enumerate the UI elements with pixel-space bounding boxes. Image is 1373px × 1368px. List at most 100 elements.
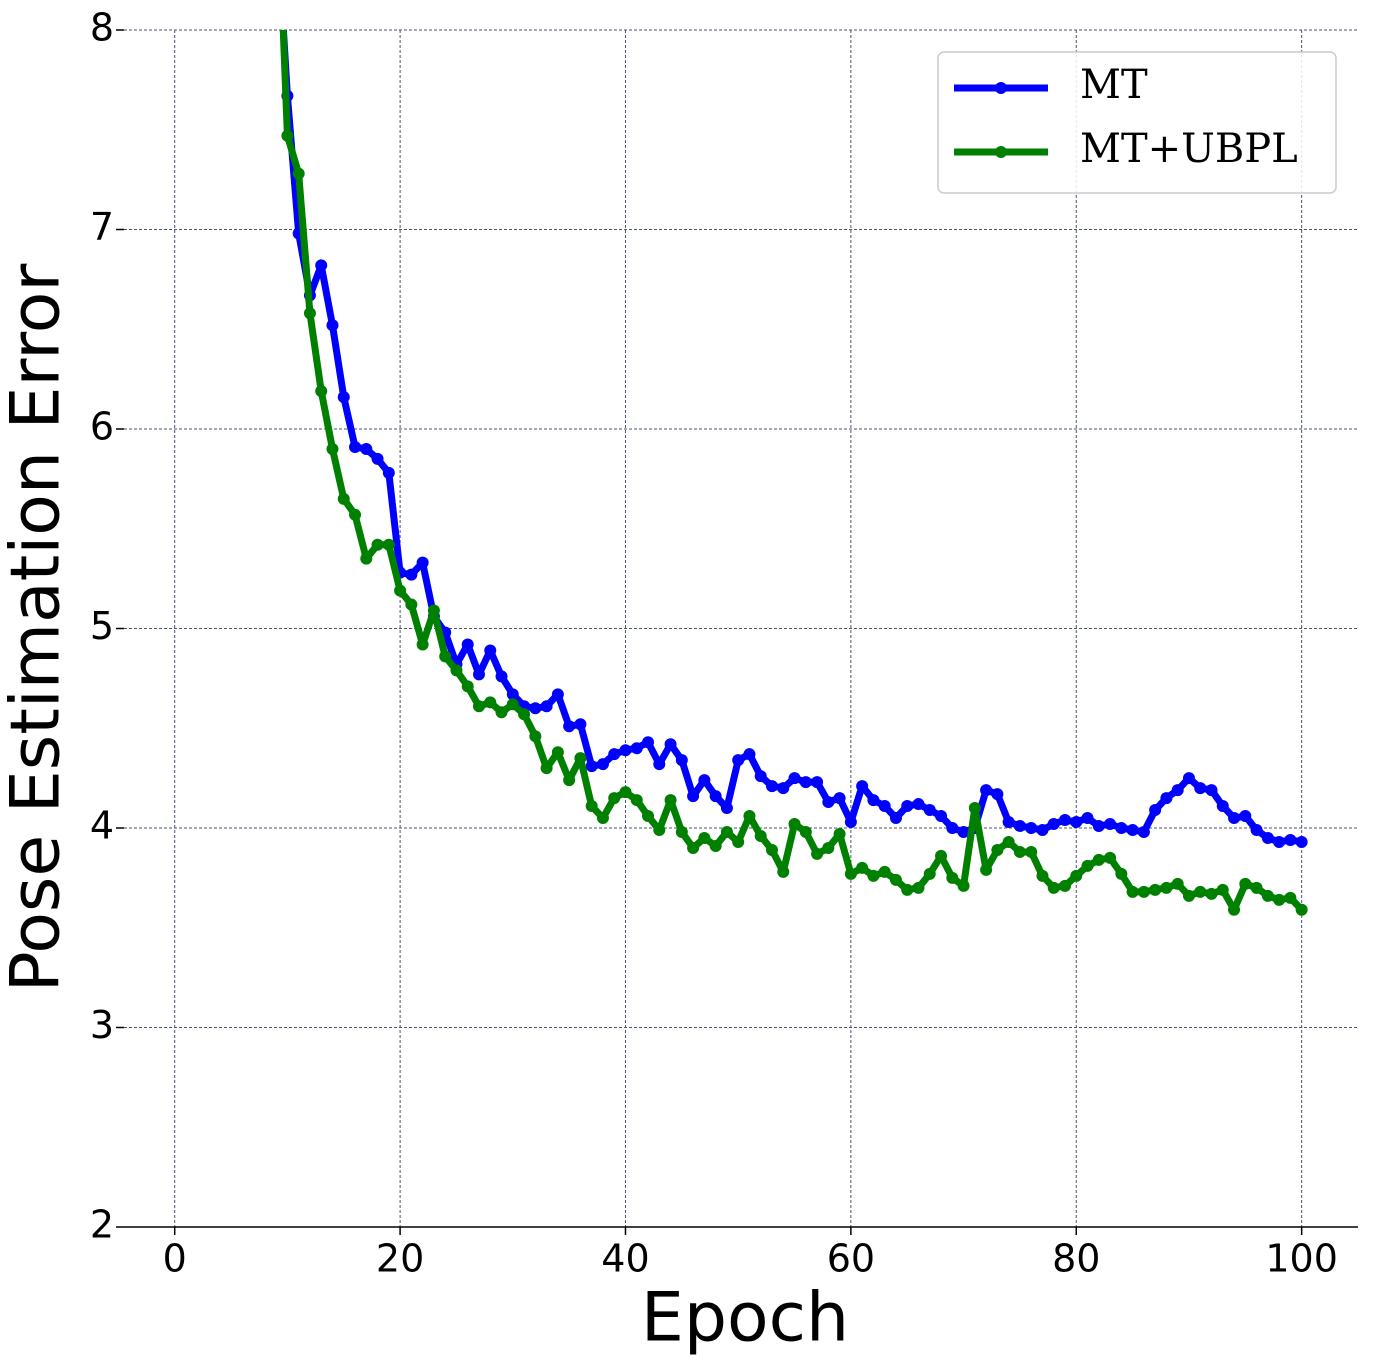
data-point xyxy=(1205,887,1218,900)
x-tick-label: 100 xyxy=(1265,1237,1338,1281)
data-point xyxy=(1149,883,1162,896)
data-point xyxy=(1194,782,1207,795)
data-point xyxy=(292,167,305,180)
data-point xyxy=(811,776,824,789)
y-tick-label: 7 xyxy=(90,205,114,249)
data-point xyxy=(811,847,824,860)
data-point xyxy=(371,538,384,551)
data-point xyxy=(822,796,835,809)
data-point xyxy=(991,788,1004,801)
data-point xyxy=(743,810,756,823)
data-point xyxy=(382,538,395,551)
data-point xyxy=(1092,853,1105,866)
data-point xyxy=(754,770,767,783)
data-point xyxy=(675,825,688,838)
data-point xyxy=(912,798,925,811)
data-point xyxy=(461,638,474,651)
data-point xyxy=(585,800,598,813)
data-point xyxy=(642,810,655,823)
data-point xyxy=(326,319,339,332)
data-point xyxy=(878,800,891,813)
data-point xyxy=(439,650,452,663)
data-point xyxy=(472,700,485,713)
data-point xyxy=(889,873,902,886)
data-point xyxy=(382,466,395,479)
data-point xyxy=(698,831,711,844)
data-point xyxy=(754,829,767,842)
data-point xyxy=(1013,820,1026,833)
data-point xyxy=(529,702,542,715)
data-point xyxy=(1104,851,1117,864)
data-point xyxy=(619,786,632,799)
y-axis-label: Pose Estimation Error xyxy=(0,264,76,993)
data-point xyxy=(844,867,857,880)
data-point xyxy=(630,794,643,807)
data-point xyxy=(935,810,948,823)
data-point xyxy=(1171,877,1184,890)
data-point xyxy=(1047,881,1060,894)
data-point xyxy=(1239,877,1252,890)
data-point xyxy=(833,827,846,840)
x-axis-label: Epoch xyxy=(641,1279,849,1358)
data-point xyxy=(1228,812,1241,825)
plot-area xyxy=(279,30,1308,916)
data-point xyxy=(461,680,474,693)
data-point xyxy=(495,670,508,683)
data-point xyxy=(1216,800,1229,813)
data-point xyxy=(653,823,666,836)
data-point xyxy=(1002,835,1015,848)
data-point xyxy=(506,688,519,701)
data-point xyxy=(1250,823,1263,836)
data-point xyxy=(856,861,869,874)
data-point xyxy=(585,760,598,773)
data-point xyxy=(1047,818,1060,831)
data-point xyxy=(788,818,801,831)
data-point xyxy=(405,598,418,611)
data-point xyxy=(495,706,508,719)
data-point xyxy=(923,804,936,817)
data-point xyxy=(867,869,880,882)
data-point xyxy=(1250,881,1263,894)
data-point xyxy=(957,825,970,838)
data-point xyxy=(540,762,553,775)
data-point xyxy=(675,754,688,767)
legend-label: MT+UBPL xyxy=(1080,126,1298,172)
data-point xyxy=(1160,881,1173,894)
legend-marker xyxy=(995,82,1007,94)
data-point xyxy=(337,492,350,505)
data-point xyxy=(1160,792,1173,805)
data-point xyxy=(732,835,745,848)
data-point xyxy=(1104,818,1117,831)
data-point xyxy=(1171,784,1184,797)
data-point xyxy=(303,307,316,320)
data-point xyxy=(1205,784,1218,797)
data-point xyxy=(1261,889,1274,902)
data-point xyxy=(720,802,733,815)
data-point xyxy=(506,698,519,711)
data-point xyxy=(1284,891,1297,904)
y-tick-label: 3 xyxy=(90,1003,114,1047)
data-point xyxy=(946,822,959,834)
data-point xyxy=(349,440,362,453)
data-point xyxy=(1273,893,1286,906)
data-point xyxy=(563,774,576,787)
data-point xyxy=(1081,812,1094,825)
data-point xyxy=(912,881,925,894)
data-point xyxy=(551,688,564,701)
data-point xyxy=(630,742,643,755)
data-point xyxy=(957,879,970,892)
x-tick-label: 20 xyxy=(376,1237,424,1281)
data-point xyxy=(687,790,700,803)
data-point xyxy=(1058,879,1071,892)
data-point xyxy=(1115,867,1128,880)
data-point xyxy=(563,720,576,733)
y-tick-label: 8 xyxy=(90,6,114,50)
data-point xyxy=(1058,814,1071,827)
data-point xyxy=(709,790,722,803)
data-point xyxy=(484,644,497,657)
data-point xyxy=(901,883,914,896)
data-point xyxy=(394,584,407,597)
data-point xyxy=(1194,885,1207,898)
data-point xyxy=(608,748,621,761)
data-point xyxy=(1182,889,1195,902)
